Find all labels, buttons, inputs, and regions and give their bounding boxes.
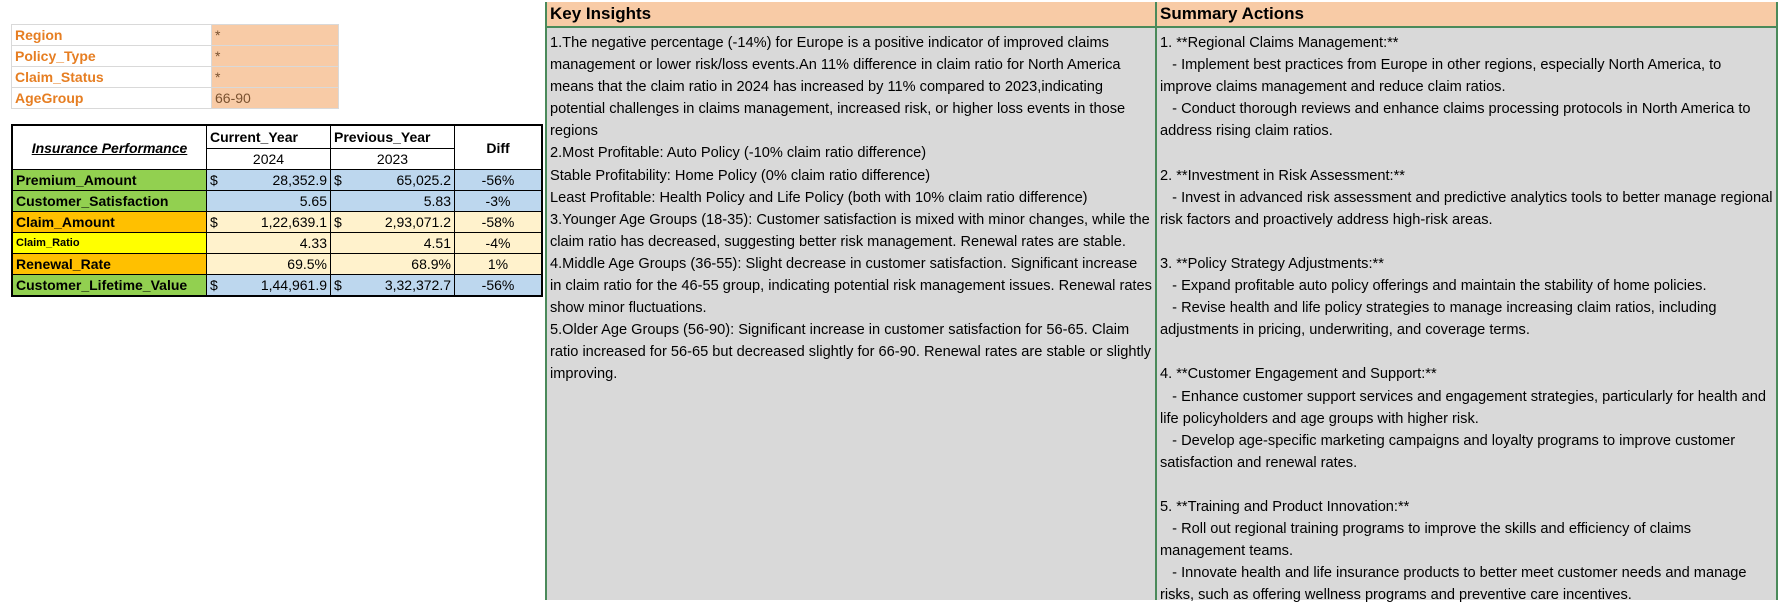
currency-symbol: $ [334,172,342,188]
filter-row-agegroup[interactable]: AgeGroup 66-90 [11,87,339,109]
current-value[interactable]: $1,44,961.9 [206,274,331,297]
table-subheader-row: 2024 2023 [12,148,542,170]
value-text: 1,22,639.1 [260,214,327,230]
summary-actions-panel[interactable]: Summary Actions 1. **Regional Claims Man… [1155,2,1778,603]
value-text: 5.65 [299,193,327,209]
current-value[interactable]: $1,22,639.1 [206,211,331,233]
filter-block: Region * Policy_Type * Claim_Status * Ag… [11,24,339,109]
metric-label[interactable]: Renewal_Rate [11,253,207,275]
table-row: Claim_Ratio 4.33 4.51 -4% [11,232,543,254]
column-header-current: Current_Year [206,124,331,149]
table-title: Insurance Performance [11,124,207,170]
key-insights-text[interactable]: 1.The negative percentage (-14%) for Eur… [550,35,1152,383]
currency-symbol: $ [334,277,342,293]
previous-value[interactable]: $3,32,372.7 [330,274,455,297]
key-insights-heading: Key Insights [547,2,1155,28]
currency-symbol: $ [334,214,342,230]
currency-symbol: $ [210,277,218,293]
filter-label: Claim_Status [11,66,212,88]
diff-value[interactable]: -56% [454,169,543,191]
table-row: Renewal_Rate 69.5% 68.9% 1% [11,253,543,275]
current-value[interactable]: 5.65 [206,190,331,212]
filter-value[interactable]: * [211,24,339,46]
summary-actions-text[interactable]: 1. **Regional Claims Management:** - Imp… [1160,35,1773,604]
previous-value[interactable]: $65,025.2 [330,169,455,191]
previous-year-label: 2023 [330,148,455,170]
filter-label: Policy_Type [11,45,212,67]
value-text: 28,352.9 [272,172,328,188]
summary-actions-heading: Summary Actions [1157,2,1776,28]
table-header-row: Insurance Performance Current_Year Previ… [11,124,543,170]
table-row: Claim_Amount $1,22,639.1 $2,93,071.2 -58… [11,211,543,233]
insurance-performance-table: Insurance Performance Current_Year Previ… [11,124,543,297]
table-row: Customer_Satisfaction 5.65 5.83 -3% [11,190,543,212]
metric-label[interactable]: Claim_Amount [11,211,207,233]
value-text: 2,93,071.2 [384,214,451,230]
diff-value[interactable]: -4% [454,232,543,254]
table-row: Customer_Lifetime_Value $1,44,961.9 $3,3… [11,274,543,297]
filter-row-region[interactable]: Region * [11,24,339,46]
key-insights-panel[interactable]: Key Insights 1.The negative percentage (… [545,2,1157,600]
value-text: 3,32,372.7 [384,277,451,293]
current-year-label: 2024 [206,148,331,170]
metric-label[interactable]: Customer_Lifetime_Value [11,274,207,297]
current-value[interactable]: 69.5% [206,253,331,275]
filter-value[interactable]: * [211,45,339,67]
filter-label: AgeGroup [11,87,212,109]
column-header-diff: Diff [454,124,543,170]
value-text: 68.9% [411,256,451,272]
previous-value[interactable]: 5.83 [330,190,455,212]
filter-row-policy-type[interactable]: Policy_Type * [11,45,339,67]
current-value[interactable]: $28,352.9 [206,169,331,191]
filter-value[interactable]: 66-90 [211,87,339,109]
diff-value[interactable]: 1% [454,253,543,275]
value-text: 1,44,961.9 [260,277,327,293]
metric-label[interactable]: Claim_Ratio [11,232,207,254]
filter-row-claim-status[interactable]: Claim_Status * [11,66,339,88]
diff-value[interactable]: -56% [454,274,543,297]
previous-value[interactable]: $2,93,071.2 [330,211,455,233]
current-value[interactable]: 4.33 [206,232,331,254]
value-text: 4.33 [299,235,327,251]
previous-value[interactable]: 68.9% [330,253,455,275]
previous-value[interactable]: 4.51 [330,232,455,254]
column-header-previous: Previous_Year [330,124,455,149]
metric-label[interactable]: Premium_Amount [11,169,207,191]
value-text: 65,025.2 [396,172,452,188]
metric-label[interactable]: Customer_Satisfaction [11,190,207,212]
table-row: Premium_Amount $28,352.9 $65,025.2 -56% [11,169,543,191]
value-text: 69.5% [287,256,327,272]
diff-value[interactable]: -3% [454,190,543,212]
value-text: 4.51 [423,235,451,251]
diff-value[interactable]: -58% [454,211,543,233]
currency-symbol: $ [210,214,218,230]
value-text: 5.83 [423,193,451,209]
currency-symbol: $ [210,172,218,188]
filter-label: Region [11,24,212,46]
filter-value[interactable]: * [211,66,339,88]
